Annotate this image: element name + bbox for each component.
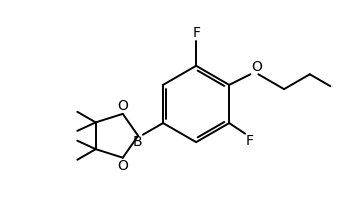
Text: F: F — [246, 134, 254, 148]
Text: B: B — [133, 135, 142, 149]
Text: O: O — [117, 159, 128, 173]
Text: F: F — [192, 26, 200, 40]
Text: O: O — [251, 60, 262, 74]
Text: O: O — [117, 99, 128, 113]
